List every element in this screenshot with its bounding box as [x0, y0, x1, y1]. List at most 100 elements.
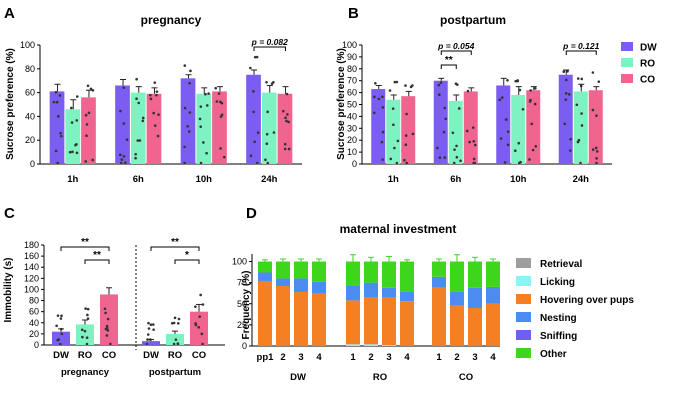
chart-b-data-point	[455, 83, 459, 86]
chart-c-data-point	[103, 307, 107, 311]
chart-c-data-point	[199, 293, 202, 297]
chart-a-data-point	[141, 119, 145, 123]
chart-b-data-point	[472, 140, 476, 143]
chart-a-data-point	[272, 131, 276, 134]
chart-c-data-point	[60, 332, 64, 336]
chart-d-segment-nesting	[486, 286, 500, 304]
chart-a-data-point	[282, 109, 285, 113]
chart-b-data-point	[500, 96, 504, 99]
chart-b-data-point	[506, 78, 509, 82]
chart-a-data-point	[255, 161, 259, 165]
chart-a-data-point	[217, 92, 221, 95]
chart-d-segment-nesting	[400, 291, 414, 302]
chart-b-data-point	[466, 89, 470, 93]
chart-a-ylabel: Sucrose preference (%)	[5, 48, 16, 160]
chart-b-data-point	[453, 148, 456, 151]
chart-c-data-point	[197, 326, 200, 329]
chart-c-data-point	[172, 342, 176, 346]
chart-b-data-point	[591, 108, 595, 112]
chart-a-data-point	[124, 161, 127, 165]
chart-b-data-point	[521, 107, 525, 111]
chart-b-data-point	[451, 131, 455, 135]
chart-c-data-point	[176, 322, 180, 325]
chart-c-data-point	[60, 314, 63, 318]
chart-b-data-point	[393, 146, 396, 150]
panel-label-c: C	[4, 205, 15, 222]
panel-label-d: D	[246, 205, 257, 222]
chart-d-x-tick-label: 3	[472, 352, 477, 363]
chart-a-bar-ro	[65, 109, 81, 164]
chart-a-data-point	[222, 155, 226, 159]
chart-a-data-point	[70, 121, 74, 124]
chart-c-data-point	[106, 329, 110, 332]
chart-c-data-point	[194, 305, 197, 308]
chart-a-data-point	[186, 125, 189, 128]
chart-c-data-point	[149, 323, 153, 326]
chart-a-y-tick-label: 40	[25, 111, 35, 121]
chart-d-segment-nesting	[276, 278, 290, 287]
chart-b-data-point	[381, 158, 384, 161]
chart-b-data-point	[465, 129, 469, 133]
chart-a-data-point	[205, 151, 208, 155]
chart-b-data-point	[591, 71, 595, 74]
chart-c-y-tick-label: 40	[29, 318, 39, 328]
chart-b-y-tick-label: 90	[347, 52, 357, 62]
chart-c-x-tick-label: CO	[102, 350, 116, 361]
chart-b-data-point	[579, 161, 582, 165]
chart-a-data-point	[135, 77, 138, 81]
chart-d-segment-hovering-over-pups	[382, 297, 396, 346]
chart-c-y-tick-label: 140	[24, 262, 39, 272]
chart-b-data-point	[455, 144, 458, 148]
chart-a-data-point	[215, 100, 219, 103]
chart-c-data-point	[55, 324, 58, 328]
chart-b-data-point	[517, 141, 521, 145]
chart-b-data-point	[595, 114, 598, 117]
chart-b-data-point	[381, 106, 385, 109]
chart-a-data-point	[91, 158, 95, 162]
chart-b-data-point	[518, 88, 522, 92]
chart-b-bar-co	[463, 91, 478, 164]
chart-a-data-point	[149, 93, 152, 97]
chart-a-bar-ro	[261, 92, 277, 164]
chart-d-segment-nesting	[450, 291, 464, 306]
chart-b-data-point	[411, 132, 415, 136]
chart-a-data-point	[249, 66, 252, 70]
chart-c-annotation-bracket	[84, 259, 110, 264]
chart-b-data-point	[404, 143, 408, 146]
chart-a-bar-ro	[130, 92, 146, 164]
chart-a-data-point	[265, 132, 269, 136]
chart-c-y-tick-label: 180	[24, 240, 39, 250]
chart-b-data-point	[534, 145, 538, 148]
chart-a-data-point	[55, 100, 59, 104]
chart-a-data-point	[188, 111, 192, 114]
chart-a-data-point	[266, 161, 270, 165]
chart-d-segment-hovering-over-pups	[276, 286, 290, 346]
chart-b-data-point	[455, 155, 459, 159]
chart-a-data-point	[199, 125, 202, 128]
chart-c-data-point	[80, 328, 84, 332]
legend-b-label: CO	[640, 75, 655, 86]
chart-b-data-point	[374, 81, 377, 85]
chart-a-data-point	[198, 117, 202, 121]
chart-b-data-point	[380, 140, 384, 144]
chart-b-y-tick-label: 0	[352, 159, 357, 169]
chart-c-data-point	[84, 307, 87, 310]
chart-a-bar-ro	[196, 93, 212, 164]
chart-c-data-point	[170, 321, 174, 325]
chart-b-data-point	[529, 98, 532, 102]
chart-b-data-point	[373, 95, 376, 99]
chart-a-data-point	[86, 84, 90, 88]
chart-b-data-point	[403, 158, 406, 162]
chart-b-data-point	[468, 140, 471, 144]
chart-b-data-point	[531, 148, 535, 152]
chart-b-title: postpartum	[440, 13, 506, 27]
chart-d-segment-other	[276, 261, 290, 279]
chart-a-bar-co	[277, 93, 293, 164]
chart-d-x-tick-label: 1	[350, 352, 356, 363]
chart-a-y-tick-label: 100	[20, 40, 35, 50]
chart-c-data-point	[86, 317, 90, 320]
chart-a-data-point	[253, 140, 256, 144]
chart-d-segment-nesting	[364, 282, 378, 298]
chart-d-segment-nesting	[294, 278, 308, 292]
legend-d-label: Hovering over pups	[540, 295, 634, 306]
